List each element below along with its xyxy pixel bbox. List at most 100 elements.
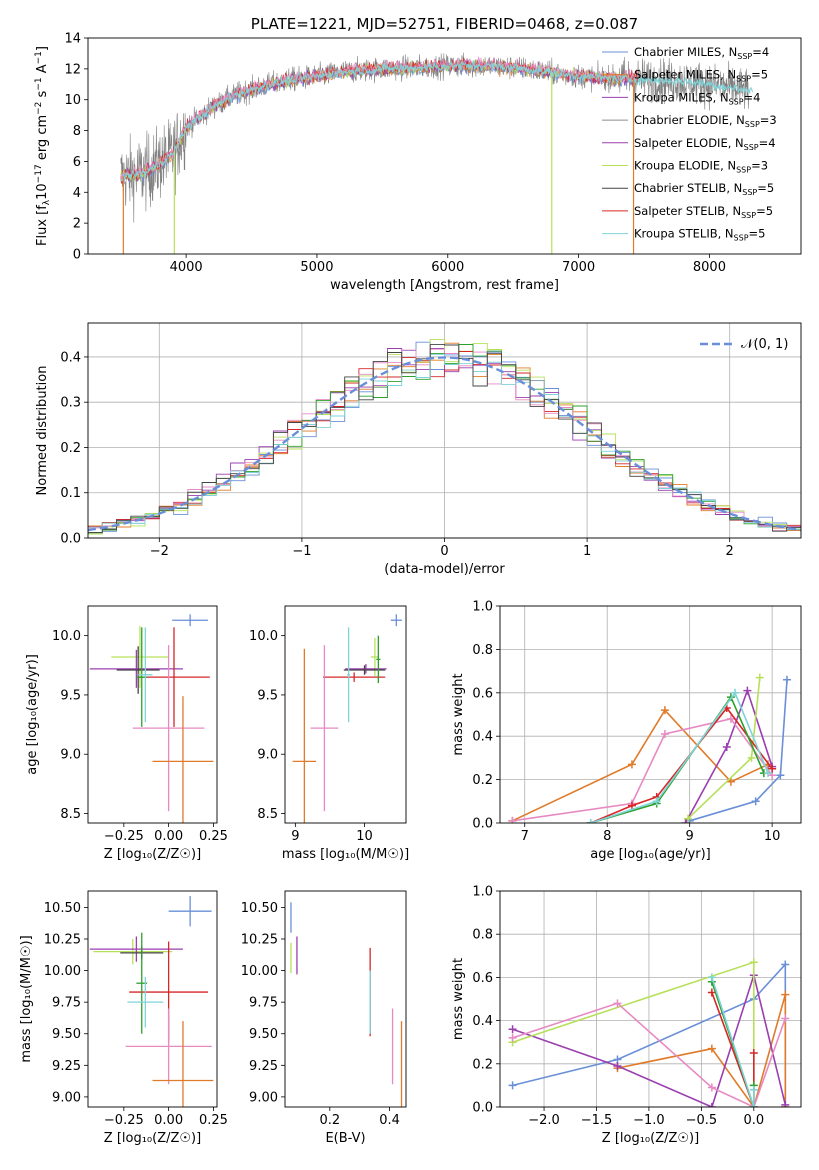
y-axis-label-part: ] <box>35 46 50 51</box>
plot-area <box>120 52 754 254</box>
weight-point-marker <box>681 819 690 823</box>
weight-point-marker <box>755 673 764 682</box>
y-tick-label: 9.0 <box>257 748 278 763</box>
y-tick-label: 9.50 <box>249 1027 278 1042</box>
legend-label-text: Chabrier MILES, N <box>634 45 737 59</box>
weight-point-marker <box>726 714 735 723</box>
y-tick-label: 0.3 <box>60 396 81 411</box>
legend-label: Chabrier MILES, NSSP=4 <box>634 45 769 61</box>
weight-series-line <box>590 691 769 823</box>
y-axis-label-part: erg cm <box>35 115 50 164</box>
y-tick-label: 6 <box>73 155 81 170</box>
legend-label-text: Salpeter STELIB, N <box>634 204 741 218</box>
histogram-series <box>88 343 801 534</box>
y-tick-label: 10.50 <box>44 901 81 916</box>
y-tick-label: 0.6 <box>472 971 493 986</box>
plot-area <box>89 614 214 823</box>
x-tick-label: 6000 <box>431 260 464 275</box>
weight-point-marker <box>508 1033 517 1042</box>
x-tick-label: 10 <box>356 829 373 844</box>
x-tick-label: 0.4 <box>379 1113 400 1128</box>
spectrum-panel: 4000 5000 6000 7000 8000 0 2 4 6 8 10 12 14 wavelengt… <box>34 15 802 293</box>
y-tick-label: 9.75 <box>249 996 278 1011</box>
weight-point-marker <box>627 760 636 769</box>
normal-distribution-curve <box>88 356 801 532</box>
weight-point-marker <box>726 777 735 786</box>
weight-point-marker <box>781 1014 790 1023</box>
weight-point-marker <box>684 814 693 823</box>
legend-label-text: Chabrier STELIB, N <box>634 181 742 195</box>
x-tick-label: 4000 <box>170 260 203 275</box>
y-axis-label-part: 10 <box>35 183 50 200</box>
y-tick-label: 4 <box>73 186 81 201</box>
legend-label-value: =5 <box>751 68 768 82</box>
axes-frame <box>87 890 218 1108</box>
y-tick-label: 14 <box>64 32 81 47</box>
y-tick-label: 10.25 <box>44 933 81 948</box>
y-tick-label: 9.75 <box>52 996 81 1011</box>
x-tick-label: 7 <box>521 829 529 844</box>
weight-point-marker <box>749 1085 758 1094</box>
x-tick-label: 0 <box>440 544 448 559</box>
y-tick-label: 8.5 <box>257 807 278 822</box>
y-axis-label: mass [log₁₀(M/M☉)] <box>19 935 34 1062</box>
y-tick-label: 10 <box>64 93 81 108</box>
y-tick-label: 10.0 <box>249 629 278 644</box>
y-tick-label: 0.2 <box>472 1057 493 1072</box>
y-tick-label: 12 <box>64 62 81 77</box>
x-tick-label: 9 <box>291 829 299 844</box>
axes-frame <box>284 605 407 824</box>
y-tick-label: 10.50 <box>241 901 278 916</box>
x-tick-label: −0.25 <box>104 1113 144 1128</box>
y-tick-label: 10.00 <box>241 964 278 979</box>
weight-vs-metallicity-panel: −2.0 −1.5 −1.0 −0.5 0.0 0.0 0.2 0.4 0.6 0.8 1.0 Z [… <box>451 885 802 1146</box>
weight-series-line <box>689 679 788 822</box>
weight-point-marker <box>613 999 622 1008</box>
plot-area <box>290 902 403 1107</box>
y-tick-label: 8 <box>73 124 81 139</box>
legend-label-value: =3 <box>760 113 777 127</box>
y-tick-label: 9.25 <box>249 1059 278 1074</box>
y-axis-label-part: −1 <box>34 77 44 90</box>
weight-point-marker <box>508 816 517 823</box>
y-tick-label: 9.00 <box>52 1090 81 1105</box>
plot-area <box>89 896 214 1107</box>
y-tick-label: 0.4 <box>472 730 493 745</box>
y-axis-label: mass weight <box>451 673 466 755</box>
y-tick-label: 9.0 <box>60 748 81 763</box>
weight-point-marker <box>586 819 595 823</box>
plot-area <box>88 338 801 536</box>
legend-label: Salpeter ELODIE, NSSP=4 <box>634 136 776 152</box>
weight-point-marker <box>660 730 669 739</box>
y-axis-label: Flux [fλ10−17 erg cm−2 s−1 A−1] <box>34 46 52 246</box>
legend-label-sub: SSP <box>741 211 756 220</box>
y-tick-label: 0.4 <box>60 350 81 365</box>
x-tick-label: 2 <box>726 544 734 559</box>
weight-point-marker <box>768 764 777 773</box>
x-tick-label: −1.5 <box>581 1113 613 1128</box>
y-axis-label: Normed distribution <box>35 366 50 496</box>
x-tick-label: 5000 <box>300 260 333 275</box>
weight-point-marker <box>707 988 716 997</box>
legend-label-sub: SSP <box>744 143 759 152</box>
y-axis-label-part: λ <box>42 199 52 205</box>
y-tick-label: 9.5 <box>60 688 81 703</box>
y-axis-label: age [log₁₀(age/yr)] <box>25 654 40 775</box>
weight-point-marker <box>508 1081 517 1090</box>
y-tick-label: 0.0 <box>472 817 493 832</box>
y-tick-label: 9.00 <box>249 1090 278 1105</box>
legend-label: Salpeter STELIB, NSSP=5 <box>634 204 773 220</box>
legend-label: Kroupa STELIB, NSSP=5 <box>634 227 765 243</box>
axes-frame <box>87 605 218 824</box>
legend-label-text: Kroupa ELODIE, N <box>634 159 736 173</box>
x-tick-label: 10 <box>764 829 781 844</box>
y-tick-label: 1.0 <box>472 885 493 900</box>
axes-frame <box>87 37 802 255</box>
legend-label-value: =4 <box>744 90 761 104</box>
x-tick-label: −1.0 <box>633 1113 665 1128</box>
legend-label: Salpeter MILES, NSSP=5 <box>634 68 768 84</box>
y-tick-label: 0.8 <box>472 928 493 943</box>
plot-area <box>508 958 790 1107</box>
x-axis-label: Z [log₁₀(Z/Z☉)] <box>104 847 201 862</box>
